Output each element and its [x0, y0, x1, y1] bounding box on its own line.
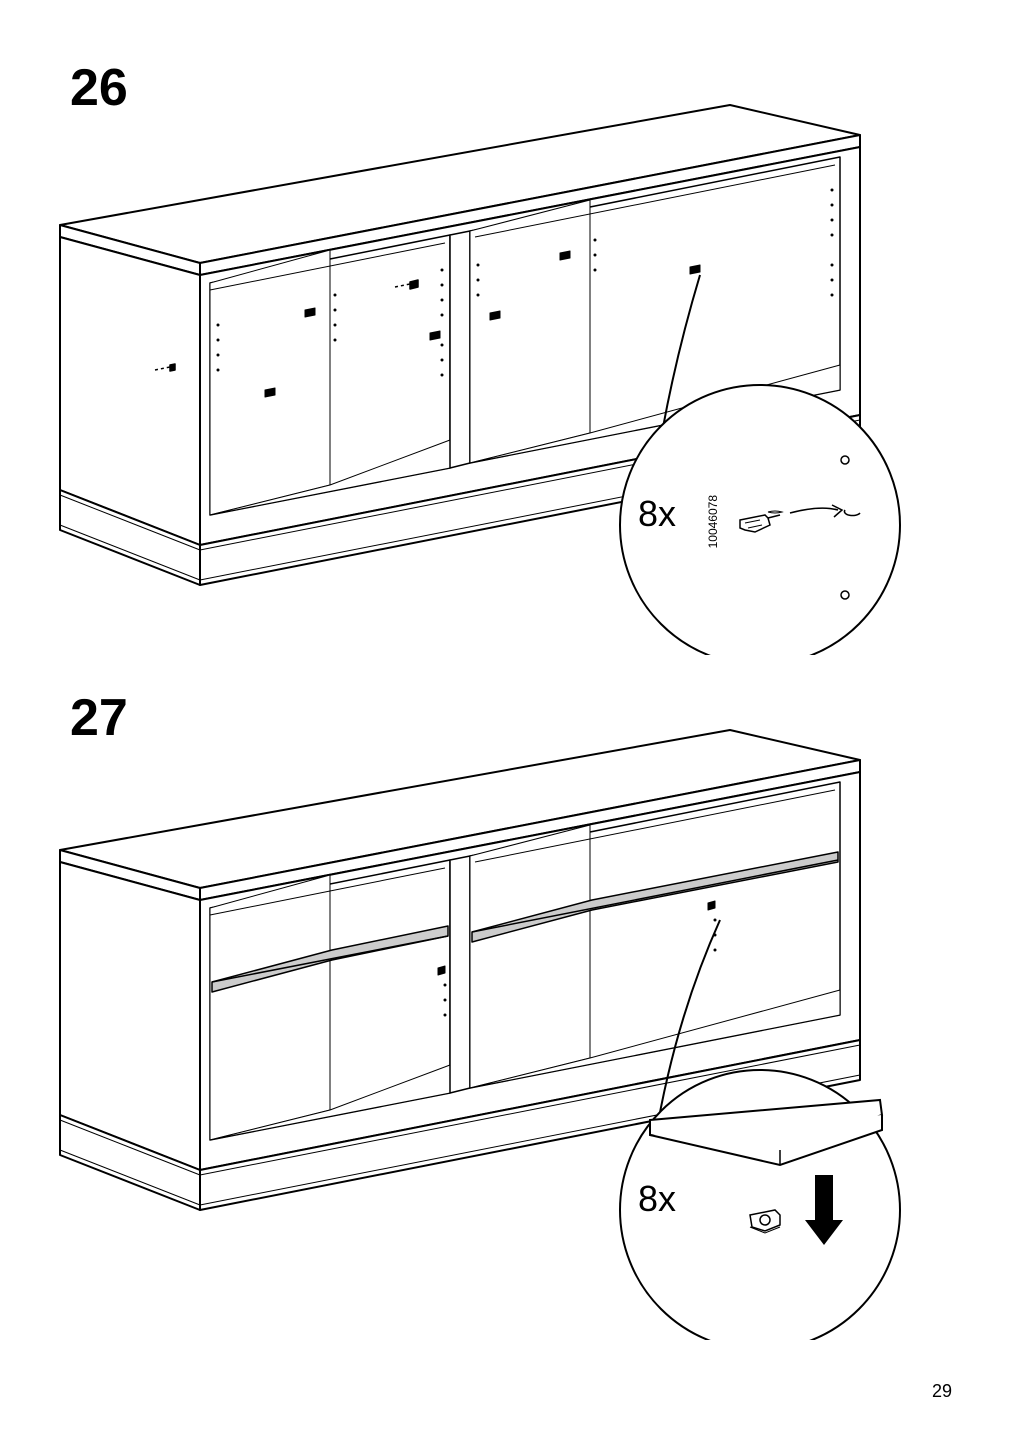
quantity-label-26: 8x — [638, 493, 676, 535]
instruction-page: 26 — [0, 0, 1012, 1432]
step-26-diagram: 8x 10046078 — [50, 95, 920, 655]
page-number: 29 — [932, 1381, 952, 1402]
part-number-26: 10046078 — [706, 495, 720, 553]
quantity-label-27: 8x — [638, 1178, 676, 1220]
step-27-diagram: 8x — [50, 720, 920, 1340]
